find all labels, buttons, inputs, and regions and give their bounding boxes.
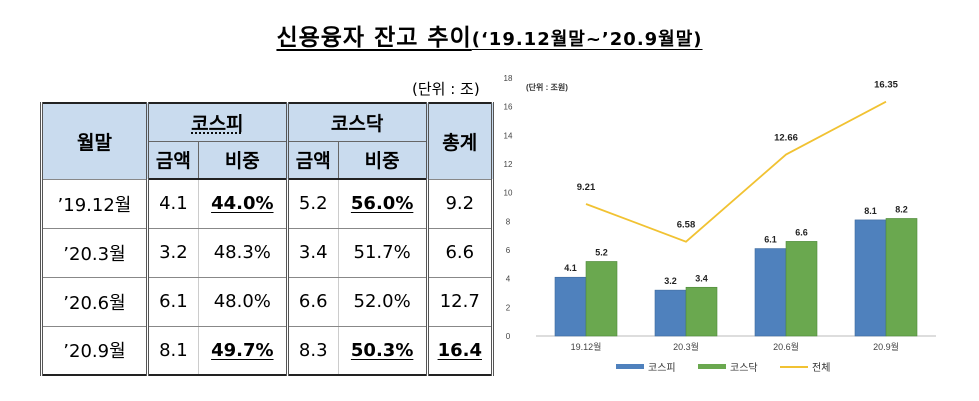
header-total: 총계: [425, 102, 495, 179]
cell-month: ’20.9월: [40, 325, 149, 376]
bar-data-label: 4.1: [564, 263, 577, 273]
y-tick-label: 8: [506, 217, 511, 226]
cell-kospi-amount: 4.1: [145, 178, 199, 229]
table-unit-label: (단위 : 조): [412, 80, 480, 98]
bar-kosdaq: [685, 286, 718, 337]
table-row: ’20.9월 8.1 49.7% 8.3 50.3% 16.4: [40, 325, 495, 376]
cell-kospi-amount: 8.1: [145, 325, 199, 376]
table-row: ’19.12월 4.1 44.0% 5.2 56.0% 9.2: [40, 178, 495, 229]
x-tick-label: 19.12월: [571, 341, 602, 352]
cell-total: 12.7: [425, 276, 495, 327]
cell-kospi-ratio: 49.7%: [197, 325, 289, 376]
cell-total: 9.2: [425, 178, 495, 229]
header-kospi: 코스피: [145, 102, 289, 141]
cell-month: ’20.3월: [40, 227, 149, 278]
header-kosdaq: 코스닥: [285, 102, 429, 141]
bar-kospi: [654, 289, 687, 337]
legend-swatch-kosdaq: [698, 364, 726, 369]
cell-total: 6.6: [425, 227, 495, 278]
cell-kospi-ratio: 44.0%: [197, 178, 289, 229]
cell-kosdaq-amount: 3.4: [285, 227, 339, 278]
cell-total: 16.4: [425, 325, 495, 376]
cell-kosdaq-ratio: 52.0%: [337, 276, 429, 327]
credit-balance-table: 월말 코스피 코스닥 총계 금액 비중 금액 비중 ’19.12월 4.1 44…: [40, 102, 495, 376]
legend-label: 코스닥: [730, 362, 758, 374]
bar-data-label: 8.1: [864, 206, 877, 216]
y-tick-label: 16: [504, 103, 513, 112]
header-kospi-amount: 금액: [145, 140, 199, 180]
y-tick-label: 2: [506, 303, 511, 312]
cell-kosdaq-amount: 6.6: [285, 276, 339, 327]
y-tick-label: 0: [506, 332, 511, 341]
line-data-label: 16.35: [874, 80, 898, 91]
header-kospi-ratio: 비중: [197, 140, 289, 180]
page-title: 신용융자 잔고 추이(‘19.12월말~’20.9월말): [0, 18, 979, 52]
bar-data-label: 3.4: [695, 273, 708, 283]
bar-kospi: [554, 276, 587, 337]
legend-swatch-kospi: [616, 364, 644, 369]
y-tick-label: 18: [504, 74, 513, 83]
legend-label: 코스피: [648, 362, 676, 374]
table-row: ’20.6월 6.1 48.0% 6.6 52.0% 12.7: [40, 276, 495, 327]
cell-kosdaq-ratio: 56.0%: [337, 178, 429, 229]
x-tick-label: 20.3월: [673, 341, 699, 352]
bar-data-label: 5.2: [595, 247, 608, 257]
credit-balance-chart: 0 2 4 6 8 10 12 14 16 18 (단위 : 조원) 4.1 5.2 19.12월 3.2 3…: [504, 74, 936, 374]
y-tick-label: 6: [506, 246, 511, 255]
title-period: (‘19.12월말~’20.9월말): [471, 29, 703, 50]
line-data-label: 9.21: [577, 182, 596, 193]
bar-kosdaq: [885, 218, 918, 337]
line-data-label: 6.58: [677, 220, 696, 231]
line-data-label: 12.66: [774, 133, 798, 144]
cell-kosdaq-ratio: 50.3%: [337, 325, 429, 376]
cell-kosdaq-ratio: 51.7%: [337, 227, 429, 278]
bar-data-label: 3.2: [664, 276, 677, 286]
header-kosdaq-ratio: 비중: [337, 140, 429, 180]
cell-kospi-ratio: 48.0%: [197, 276, 289, 327]
cell-kosdaq-amount: 5.2: [285, 178, 339, 229]
chart-unit-label: (단위 : 조원): [526, 82, 568, 92]
cell-kospi-amount: 6.1: [145, 276, 199, 327]
cell-kospi-amount: 3.2: [145, 227, 199, 278]
y-tick-label: 14: [504, 131, 513, 140]
bar-kosdaq: [785, 241, 818, 337]
bar-kospi: [854, 219, 887, 337]
legend-label: 전체: [812, 362, 830, 374]
cell-month: ’20.6월: [40, 276, 149, 327]
cell-kosdaq-amount: 8.3: [285, 325, 339, 376]
bar-data-label: 6.6: [795, 227, 808, 237]
y-tick-label: 12: [504, 160, 513, 169]
x-tick-label: 20.6월: [773, 341, 799, 352]
line-total: [585, 100, 887, 243]
bar-kospi: [754, 248, 787, 337]
x-tick-label: 20.9월: [873, 341, 899, 352]
cell-kospi-ratio: 48.3%: [197, 227, 289, 278]
cell-month: ’19.12월: [40, 178, 149, 229]
header-month: 월말: [40, 102, 149, 179]
bar-data-label: 6.1: [764, 235, 777, 245]
title-main: 신용융자 잔고 추이: [276, 25, 472, 51]
y-tick-label: 10: [504, 189, 513, 198]
header-kosdaq-amount: 금액: [285, 140, 339, 180]
bar-data-label: 8.2: [895, 204, 908, 214]
table-row: ’20.3월 3.2 48.3% 3.4 51.7% 6.6: [40, 227, 495, 278]
bar-kosdaq: [585, 261, 618, 337]
y-tick-label: 4: [506, 275, 511, 284]
